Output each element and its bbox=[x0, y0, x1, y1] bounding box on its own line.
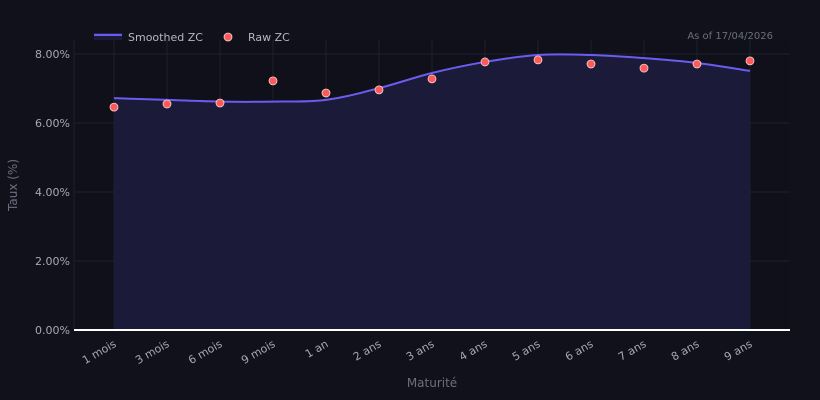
raw-zc-point[interactable] bbox=[480, 57, 490, 67]
raw-zc-point[interactable] bbox=[692, 59, 702, 69]
legend: Smoothed ZC Raw ZC bbox=[94, 31, 290, 44]
y-axis-ticks: 0.00% 2.00% 4.00% 6.00% 8.00% bbox=[35, 48, 70, 337]
legend-label-smoothed: Smoothed ZC bbox=[128, 31, 203, 44]
legend-label-raw: Raw ZC bbox=[248, 31, 290, 44]
raw-zc-point[interactable] bbox=[533, 55, 543, 65]
raw-zc-point[interactable] bbox=[162, 99, 172, 109]
legend-item-smoothed[interactable]: Smoothed ZC bbox=[94, 31, 203, 44]
raw-zc-point[interactable] bbox=[745, 56, 755, 66]
y-tick-label: 8.00% bbox=[35, 48, 70, 61]
smoothed-area-fill bbox=[114, 54, 750, 330]
raw-zc-point[interactable] bbox=[586, 59, 596, 69]
raw-zc-point[interactable] bbox=[374, 85, 384, 95]
y-axis-title: Taux (%) bbox=[6, 159, 20, 212]
y-tick-label: 2.00% bbox=[35, 255, 70, 268]
raw-zc-point[interactable] bbox=[109, 102, 119, 112]
raw-zc-point[interactable] bbox=[321, 88, 331, 98]
x-axis-title: Maturité bbox=[407, 376, 457, 390]
as-of-date: As of 17/04/2026 bbox=[687, 31, 773, 42]
y-tick-label: 6.00% bbox=[35, 117, 70, 130]
legend-area-swatch bbox=[94, 36, 122, 40]
raw-zc-point[interactable] bbox=[215, 98, 225, 108]
raw-zc-point[interactable] bbox=[427, 74, 437, 84]
legend-marker-icon bbox=[223, 32, 233, 42]
legend-item-raw[interactable]: Raw ZC bbox=[223, 31, 290, 44]
raw-zc-markers bbox=[109, 55, 755, 112]
y-tick-label: 0.00% bbox=[35, 324, 70, 337]
y-tick-label: 4.00% bbox=[35, 186, 70, 199]
raw-zc-point[interactable] bbox=[639, 63, 649, 73]
raw-zc-point[interactable] bbox=[268, 76, 278, 86]
